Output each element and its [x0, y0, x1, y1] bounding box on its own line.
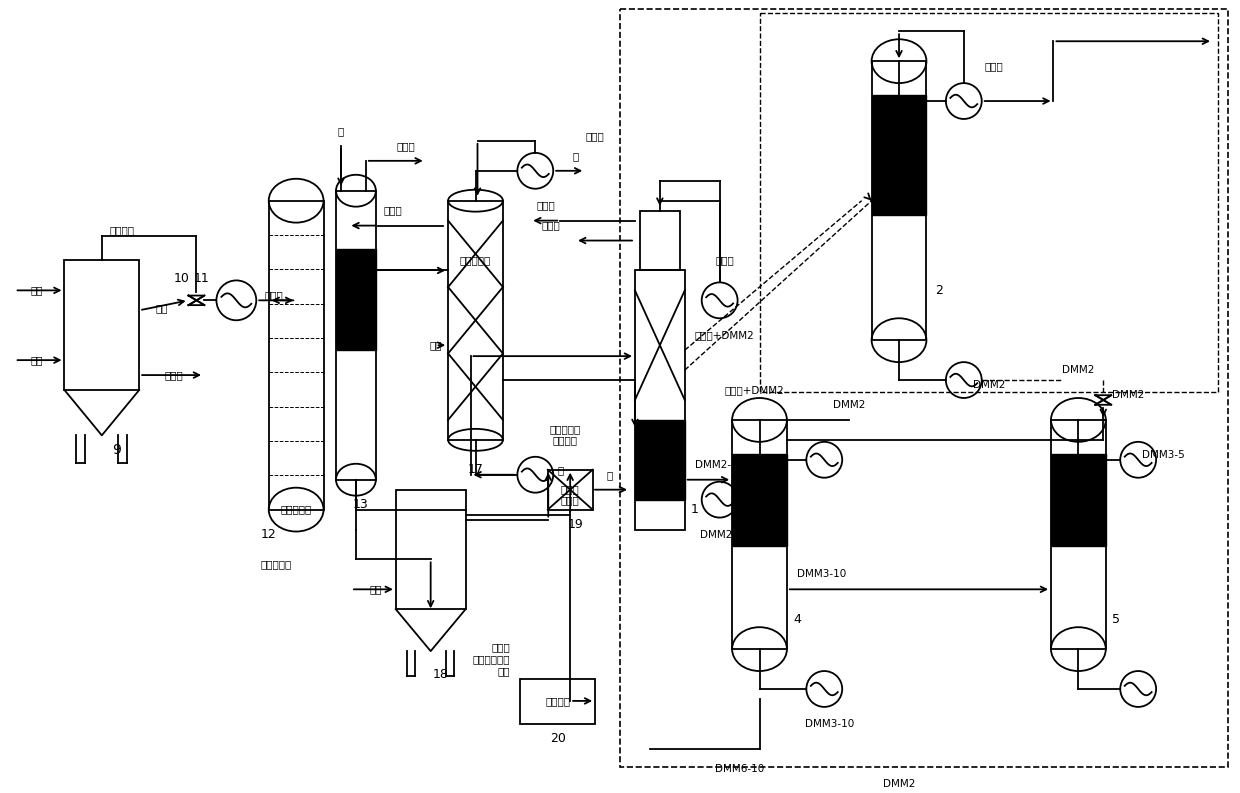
Text: 10: 10 [174, 272, 190, 285]
Text: 12: 12 [260, 528, 277, 541]
Text: 冷却水: 冷却水 [165, 370, 184, 380]
Text: 18: 18 [433, 668, 449, 680]
Bar [269, 201, 324, 510]
Bar [640, 211, 680, 270]
Bar [732, 454, 787, 546]
Bar [620, 10, 1228, 767]
Text: 甲醛水溶液: 甲醛水溶液 [280, 504, 311, 515]
Text: 甲缩醛: 甲缩醛 [537, 201, 556, 211]
Bar [64, 260, 139, 390]
Bar [635, 270, 684, 530]
Text: 甲缩醛+DMM2: 甲缩醛+DMM2 [694, 330, 754, 340]
Text: 5: 5 [1112, 613, 1120, 626]
Bar [732, 420, 787, 649]
Text: 混合气: 混合气 [264, 290, 283, 301]
Bar [760, 13, 1218, 392]
Bar [336, 248, 376, 350]
Text: DMM2: DMM2 [1063, 365, 1095, 375]
Text: 含微量
冷却水水气相
甲醛: 含微量 冷却水水气相 甲醛 [472, 642, 511, 676]
Bar [872, 94, 926, 215]
Text: 甲醇蒸汽: 甲醇蒸汽 [109, 225, 134, 236]
Text: 甲缩醛+DMM2: 甲缩醛+DMM2 [724, 385, 785, 395]
Text: DMM2-10: DMM2-10 [694, 460, 744, 469]
Text: 11: 11 [193, 272, 210, 285]
Text: 甲醇: 甲醇 [429, 340, 441, 351]
Bar [521, 679, 595, 724]
Text: 气相甲醛与
水混合物: 气相甲醛与 水混合物 [549, 424, 580, 446]
Bar [336, 191, 376, 480]
Bar [396, 489, 465, 609]
Text: 甲缩醛: 甲缩醛 [384, 205, 403, 216]
Text: 甲醛水溶液: 甲醛水溶液 [460, 255, 491, 266]
Text: 无水气
相甲醛: 无水气 相甲醛 [560, 484, 579, 505]
Text: 4: 4 [794, 613, 801, 626]
Text: 1: 1 [691, 503, 698, 516]
Text: 氧气: 氧气 [155, 303, 167, 313]
Text: 甲缩醛: 甲缩醛 [542, 220, 560, 231]
Text: 水: 水 [606, 469, 613, 480]
Bar [1052, 420, 1106, 649]
Text: 19: 19 [567, 518, 583, 531]
Text: DMM2: DMM2 [883, 779, 915, 789]
Text: DMM2-10: DMM2-10 [701, 530, 749, 539]
Text: DMM3-10: DMM3-10 [797, 569, 846, 580]
Text: 甲缩醛: 甲缩醛 [585, 131, 604, 141]
Text: 9: 9 [113, 442, 122, 457]
Text: 水: 水 [557, 465, 563, 475]
Text: DMM6-10: DMM6-10 [715, 764, 764, 774]
Bar [872, 61, 926, 340]
Bar [1052, 454, 1106, 546]
Text: 13: 13 [353, 498, 368, 511]
Bar [448, 201, 503, 440]
Bar [635, 420, 684, 500]
Text: 甲缩醛: 甲缩醛 [715, 255, 734, 266]
Text: DMM2: DMM2 [1112, 390, 1145, 400]
Text: 甲醇: 甲醇 [30, 285, 43, 295]
Text: 甲醛混合气: 甲醛混合气 [260, 559, 291, 569]
Text: 杂质气: 杂质气 [397, 141, 415, 151]
Text: 20: 20 [549, 732, 565, 745]
Text: DMM3-10: DMM3-10 [805, 718, 854, 729]
Text: 2: 2 [935, 284, 942, 297]
Text: 吸附装置: 吸附装置 [546, 696, 570, 707]
Text: DMM3-5: DMM3-5 [1142, 450, 1184, 460]
Text: DMM2: DMM2 [972, 380, 1004, 390]
Text: 甲缩醛: 甲缩醛 [985, 61, 1003, 71]
Text: 蒸汽: 蒸汽 [30, 355, 43, 365]
Text: 蒸汽: 蒸汽 [370, 584, 382, 594]
Text: 17: 17 [467, 463, 484, 477]
Text: 水: 水 [337, 126, 345, 136]
Text: DMM2: DMM2 [833, 400, 866, 410]
Text: 水: 水 [572, 151, 578, 161]
Bar [548, 469, 593, 510]
